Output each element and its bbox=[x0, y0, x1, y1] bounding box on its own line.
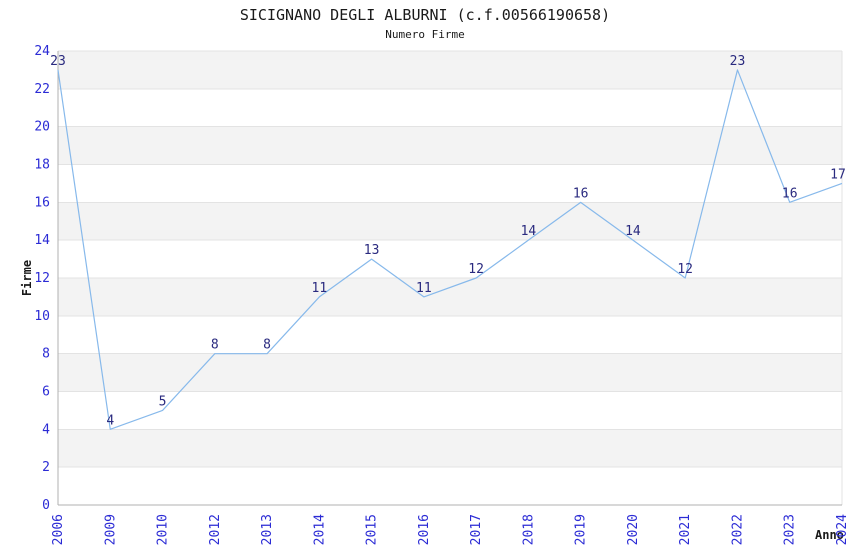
x-tick-label: 2019 bbox=[574, 514, 589, 545]
y-tick-label: 8 bbox=[42, 347, 50, 362]
band-row bbox=[58, 126, 842, 165]
y-tick-label: 20 bbox=[34, 120, 50, 135]
x-tick-label: 2020 bbox=[626, 514, 641, 545]
data-point-label: 14 bbox=[625, 224, 641, 239]
data-point-label: 23 bbox=[730, 54, 746, 69]
data-point-label: 16 bbox=[573, 186, 589, 201]
x-tick-label: 2016 bbox=[417, 514, 432, 545]
x-tick-label: 2010 bbox=[156, 514, 171, 545]
x-tick-label: 2006 bbox=[51, 514, 66, 545]
band-row bbox=[58, 202, 842, 241]
x-tick-label: 2009 bbox=[103, 514, 118, 545]
data-point-label: 14 bbox=[521, 224, 537, 239]
x-tick-label: 2024 bbox=[835, 514, 850, 545]
data-point-label: 4 bbox=[106, 413, 114, 428]
data-point-label: 16 bbox=[782, 186, 798, 201]
data-point-label: 17 bbox=[830, 167, 846, 182]
data-point-label: 12 bbox=[677, 262, 693, 277]
data-point-label: 8 bbox=[211, 338, 219, 353]
data-point-label: 23 bbox=[50, 54, 66, 69]
x-tick-label: 2013 bbox=[260, 514, 275, 545]
y-tick-label: 22 bbox=[34, 82, 50, 97]
y-tick-label: 6 bbox=[42, 385, 50, 400]
y-tick-label: 16 bbox=[34, 195, 50, 210]
band-row bbox=[58, 353, 842, 392]
data-point-label: 11 bbox=[416, 281, 432, 296]
y-tick-label: 2 bbox=[42, 460, 50, 475]
y-tick-label: 12 bbox=[34, 271, 50, 286]
x-tick-label: 2014 bbox=[312, 514, 327, 545]
x-tick-label: 2015 bbox=[365, 514, 380, 545]
y-tick-label: 14 bbox=[34, 233, 50, 248]
chart-subtitle: Numero Firme bbox=[385, 28, 465, 41]
y-tick-label: 10 bbox=[34, 309, 50, 324]
y-tick-label: 18 bbox=[34, 158, 50, 173]
x-tick-label: 2021 bbox=[678, 514, 693, 545]
x-tick-label: 2023 bbox=[783, 514, 798, 545]
x-tick-label: 2018 bbox=[521, 514, 536, 545]
data-point-label: 5 bbox=[159, 394, 167, 409]
x-axis-label: Anno bbox=[815, 528, 844, 542]
data-line bbox=[57, 69, 843, 430]
x-tick-label: 2012 bbox=[208, 514, 223, 545]
data-point-label: 12 bbox=[468, 262, 484, 277]
band-row bbox=[58, 51, 842, 89]
band-row bbox=[58, 278, 842, 316]
data-point-label: 8 bbox=[263, 338, 271, 353]
data-point-label: 13 bbox=[364, 243, 380, 258]
x-tick-label: 2022 bbox=[730, 514, 745, 545]
y-tick-label: 0 bbox=[42, 498, 50, 513]
chart-title: SICIGNANO DEGLI ALBURNI (c.f.00566190658… bbox=[239, 6, 611, 24]
band-row bbox=[58, 429, 842, 468]
data-point-label: 11 bbox=[312, 281, 328, 296]
y-tick-label: 4 bbox=[42, 422, 50, 437]
y-tick-label: 24 bbox=[34, 44, 50, 59]
x-tick-label: 2017 bbox=[469, 514, 484, 545]
